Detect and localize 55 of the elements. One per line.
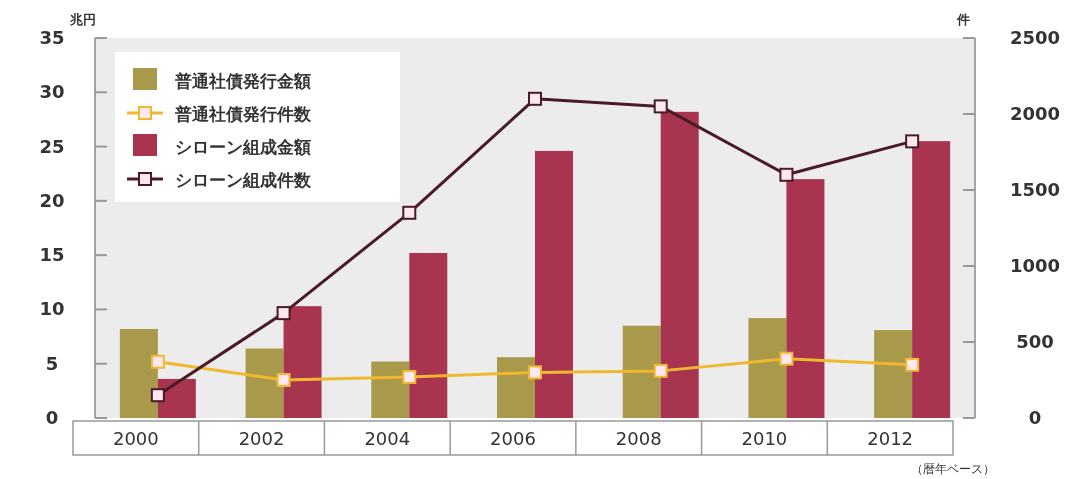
x-tick-label: 2004 — [364, 428, 411, 449]
point — [276, 306, 291, 321]
point — [150, 388, 165, 403]
y-axis-title: 兆円 — [69, 12, 96, 27]
y2-tick-label: 0 — [1028, 407, 1042, 428]
x-tick-label: 2012 — [867, 428, 914, 449]
y-tick-label: 0 — [45, 407, 59, 428]
legend-label: シローン組成金額 — [175, 137, 311, 157]
legend-label: シローン組成件数 — [175, 170, 312, 190]
point — [905, 134, 920, 149]
point — [528, 91, 542, 106]
bar — [660, 111, 699, 418]
point — [276, 373, 291, 387]
point — [779, 167, 794, 182]
legend-label: 普通社債発行件数 — [174, 104, 312, 124]
y-tick-label: 35 — [39, 27, 65, 48]
y2-tick-label: 1500 — [1009, 179, 1061, 200]
y-tick-label: 5 — [45, 352, 59, 374]
y2-tick-label: 2000 — [1009, 103, 1061, 124]
y-tick-label: 20 — [39, 189, 65, 211]
y2-axis-title: 件 — [956, 12, 970, 27]
x-tick-label: 2010 — [741, 428, 788, 449]
point — [905, 357, 920, 372]
y-tick-label: 25 — [39, 135, 65, 157]
bar — [622, 325, 661, 418]
y2-tick-label: 500 — [1016, 331, 1054, 352]
bar — [535, 150, 573, 418]
y-tick-label: 15 — [39, 244, 65, 266]
bar — [912, 141, 951, 418]
point — [779, 351, 794, 366]
bar — [245, 348, 284, 418]
point — [150, 354, 165, 369]
y-tick-label: 10 — [39, 298, 65, 320]
x-tick-label: 2002 — [238, 428, 285, 449]
point — [402, 369, 417, 384]
point — [653, 99, 668, 114]
bar — [874, 330, 913, 418]
bar — [371, 361, 410, 418]
bar — [409, 252, 448, 418]
bar — [119, 328, 158, 418]
point — [653, 363, 668, 378]
legend-label: 普通社債発行金額 — [174, 71, 311, 91]
x-tick-label: 2008 — [615, 428, 662, 449]
point — [528, 365, 542, 380]
bar — [497, 357, 535, 418]
bar — [283, 306, 322, 418]
text: （暦年ベース） — [911, 462, 995, 476]
y2-tick-label: 2500 — [1009, 27, 1061, 48]
point — [402, 205, 417, 220]
bar — [786, 179, 825, 418]
x-tick-label: 2000 — [112, 428, 159, 449]
y-tick-label: 30 — [39, 81, 65, 103]
bar — [748, 318, 787, 418]
x-tick-label: 2006 — [490, 428, 536, 449]
y2-tick-label: 1000 — [1009, 255, 1061, 276]
